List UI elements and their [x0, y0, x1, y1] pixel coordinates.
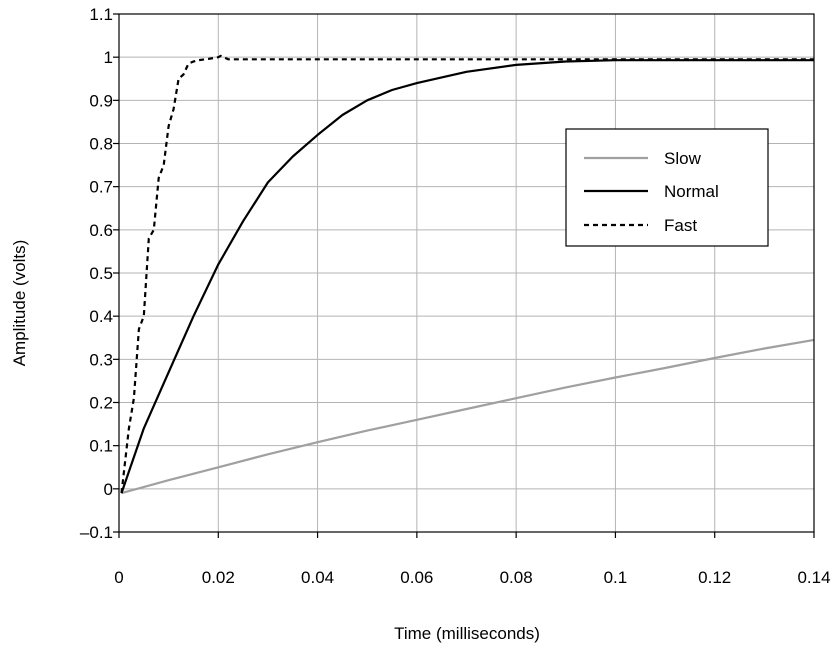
y-tick-label: 0.3 — [89, 350, 113, 369]
y-tick-label: 0.4 — [89, 307, 113, 326]
y-tick-label: –0.1 — [80, 523, 113, 542]
series-line-normal — [120, 59, 814, 494]
legend: Slow Normal Fast — [565, 128, 769, 247]
legend-label-slow: Slow — [664, 149, 702, 168]
y-tick-label: 0.7 — [89, 178, 113, 197]
legend-box — [565, 128, 769, 247]
y-tick-label: 0.5 — [89, 264, 113, 283]
grid-lines — [118, 13, 815, 533]
x-tick-label: 0 — [114, 568, 123, 587]
series-line-fast — [120, 54, 814, 494]
y-tick-label: 1 — [104, 48, 113, 67]
series-line-slow — [121, 338, 815, 495]
y-axis-title: Amplitude (volts) — [10, 240, 29, 367]
x-axis-title: Time (milliseconds) — [394, 624, 540, 643]
y-axis-ticks: –0.1 0 0.1 0.2 0.3 0.4 0.5 0.6 0.7 0.8 0.9 1 1.1 — [80, 5, 119, 542]
y-tick-label: 0 — [104, 480, 113, 499]
y-tick-label: 0.8 — [89, 135, 113, 154]
x-tick-label: 0.06 — [400, 568, 433, 587]
legend-label-fast: Fast — [664, 216, 697, 235]
y-tick-label: 0.1 — [89, 437, 113, 456]
y-tick-label: 0.6 — [89, 221, 113, 240]
series-lines — [120, 54, 815, 495]
y-tick-label: 1.1 — [89, 5, 113, 24]
x-tick-label: 0.14 — [797, 568, 830, 587]
x-tick-label: 0.1 — [604, 568, 628, 587]
x-axis-ticks: 0 0.02 0.04 0.06 0.08 0.1 0.12 0.14 — [114, 532, 831, 587]
x-tick-label: 0.04 — [301, 568, 334, 587]
y-tick-label: 0.9 — [89, 91, 113, 110]
x-tick-label: 0.12 — [698, 568, 731, 587]
y-tick-label: 0.2 — [89, 394, 113, 413]
x-tick-label: 0.02 — [202, 568, 235, 587]
x-tick-label: 0.08 — [500, 568, 533, 587]
legend-label-normal: Normal — [664, 182, 719, 201]
